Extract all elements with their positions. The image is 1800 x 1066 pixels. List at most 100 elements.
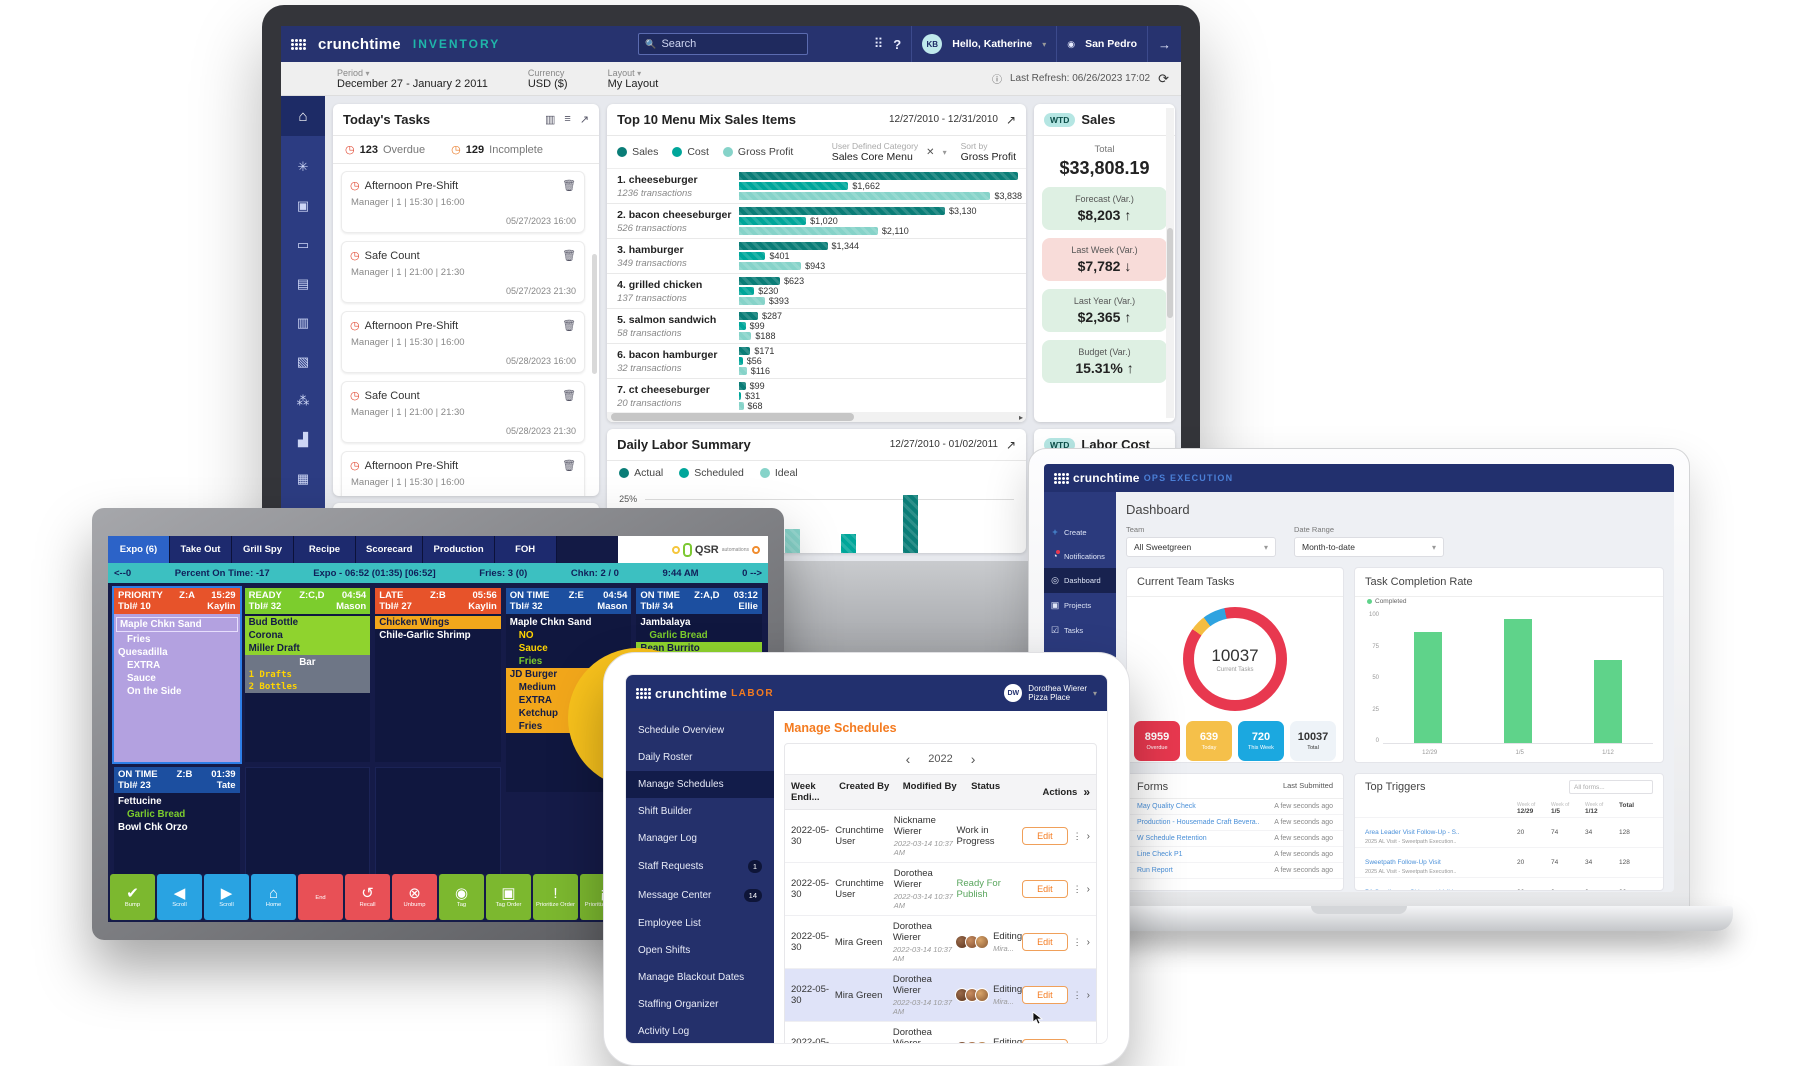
form-row[interactable]: May Quality Check A few seconds ago bbox=[1127, 799, 1343, 815]
trigger-link[interactable]: P1 Smallwares Shipment Valid.. bbox=[1365, 889, 1457, 891]
more-menu-icon[interactable]: ⋮ bbox=[1072, 936, 1082, 947]
expand-icon[interactable]: ↗ bbox=[1005, 112, 1017, 127]
sales-scrollbar[interactable] bbox=[1165, 108, 1174, 418]
ops-sidebar-projects[interactable]: ▣ Projects bbox=[1050, 600, 1092, 610]
logout-icon[interactable]: → bbox=[1158, 36, 1171, 52]
scroll-right-button[interactable]: ▶ Scroll bbox=[204, 874, 249, 920]
form-link[interactable]: May Quality Check bbox=[1137, 803, 1196, 810]
edit-button[interactable]: Edit bbox=[1022, 880, 1068, 898]
prioritize-order-button[interactable]: ! Prioritize Order bbox=[533, 874, 578, 920]
trash-icon[interactable]: 🗑︎ bbox=[562, 180, 577, 192]
chevron-down-icon[interactable]: ▾ bbox=[942, 147, 947, 157]
ops-sidebar-dashboard[interactable]: ◎ Dashboard bbox=[1044, 568, 1116, 593]
form-row[interactable]: Run Report A few seconds ago bbox=[1127, 863, 1343, 879]
today-badge[interactable]: 639 Today bbox=[1186, 721, 1232, 761]
order-ticket[interactable]: PRIORITY Z:A 15:29 Tbl# 10 Kaylin Maple Chk… bbox=[112, 586, 242, 764]
trash-icon[interactable]: 🗑︎ bbox=[562, 320, 577, 332]
this-week-badge[interactable]: 720 This Week bbox=[1238, 721, 1284, 761]
expand-icon[interactable]: ↗ bbox=[1005, 437, 1017, 452]
task-card[interactable]: ◷ Safe Count Manager | 1 | 21:00 | 21:30 … bbox=[341, 241, 586, 303]
chart-toggle-icon[interactable]: ▥ bbox=[545, 114, 556, 126]
sidebar-reports-icon[interactable]: ▦ bbox=[296, 471, 310, 486]
edit-button[interactable]: Edit bbox=[1022, 827, 1068, 845]
sidebar-item-manage-blackout-dates[interactable]: Manage Blackout Dates bbox=[638, 972, 745, 983]
table-row[interactable]: 2022-05-30 Crunchtime User Dorothea Wier… bbox=[785, 863, 1096, 916]
expand-columns-icon[interactable]: » bbox=[1083, 785, 1090, 799]
scroll-left-indicator[interactable]: <--0 bbox=[114, 567, 132, 579]
edit-button[interactable]: Edit bbox=[1022, 986, 1068, 1004]
total-badge[interactable]: 10037 Total bbox=[1290, 721, 1336, 761]
more-menu-icon[interactable]: ⋮ bbox=[1072, 989, 1082, 1000]
order-ticket[interactable]: READY Z:C,D 04:54 Tbl# 32 Mason Bud Bottle … bbox=[244, 588, 371, 762]
sidebar-hub-icon[interactable]: ✳ bbox=[297, 159, 309, 174]
scroll-right-icon[interactable]: ▸ bbox=[1019, 412, 1024, 422]
sidebar-item-employee-list[interactable]: Employee List bbox=[638, 918, 701, 929]
currency-filter[interactable]: Currency USD ($) bbox=[527, 67, 568, 90]
chevron-right-icon[interactable]: › bbox=[1087, 1043, 1090, 1044]
sidebar-storage-icon[interactable]: ▤ bbox=[296, 276, 310, 291]
sidebar-item-manage-schedules[interactable]: Manage Schedules bbox=[626, 771, 774, 798]
category-select[interactable]: User Defined Category Sales Core Menu bbox=[831, 141, 919, 163]
horizontal-scrollbar[interactable]: ▸ bbox=[607, 412, 1027, 422]
sort-select[interactable]: Sort by Gross Profit bbox=[960, 141, 1017, 163]
sidebar-item-open-shifts[interactable]: Open Shifts bbox=[638, 945, 691, 956]
chevron-right-icon[interactable]: › bbox=[1086, 883, 1090, 895]
table-row[interactable]: 2022-05-30 Mira Green Dorothea Wierer202… bbox=[785, 1022, 1096, 1043]
kds-tab-expo[interactable]: Expo (6) bbox=[108, 536, 170, 563]
end-button[interactable]: End bbox=[298, 874, 343, 920]
trigger-row[interactable]: Sweetpath Follow-Up Visit 2025 AL Visit -… bbox=[1355, 847, 1663, 877]
tag-button[interactable]: ◉ Tag bbox=[439, 874, 484, 920]
kds-tab-take-out[interactable]: Take Out bbox=[170, 536, 232, 563]
kds-tab-grill-spy[interactable]: Grill Spy bbox=[232, 536, 294, 563]
trash-icon[interactable]: 🗑︎ bbox=[562, 460, 577, 472]
sidebar-item-schedule-overview[interactable]: Schedule Overview bbox=[638, 725, 725, 736]
kds-tab-scorecard[interactable]: Scorecard bbox=[356, 536, 424, 563]
table-row[interactable]: 2022-05-30 Crunchtime User Nickname Wier… bbox=[785, 810, 1096, 863]
user-greeting[interactable]: Hello, Katherine bbox=[952, 38, 1033, 50]
trigger-link[interactable]: Area Leader Visit Follow-Up - S.. bbox=[1365, 828, 1460, 836]
ops-sidebar-notifications[interactable]: ◔ Notifications bbox=[1044, 544, 1116, 568]
prev-year-icon[interactable]: ‹ bbox=[905, 751, 911, 767]
more-menu-icon[interactable]: ⋮ bbox=[1072, 830, 1082, 841]
sidebar-item-staffing-organizer[interactable]: Staffing Organizer bbox=[638, 999, 719, 1010]
apps-grid-icon[interactable]: ⠿ bbox=[873, 36, 884, 51]
layout-filter[interactable]: Layout ▾ My Layout bbox=[607, 67, 659, 90]
form-link[interactable]: W Schedule Retention bbox=[1137, 835, 1207, 842]
scroll-right-indicator[interactable]: 0 --> bbox=[742, 567, 762, 579]
edit-button[interactable]: Edit bbox=[1022, 933, 1068, 951]
kds-tab-recipe[interactable]: Recipe bbox=[294, 536, 356, 563]
sidebar-item-staff-requests[interactable]: Staff Requests 1 bbox=[626, 852, 774, 881]
sidebar-item-shift-builder[interactable]: Shift Builder bbox=[638, 806, 692, 817]
sidebar-cash-icon[interactable]: ▥ bbox=[296, 315, 310, 330]
trash-icon[interactable]: 🗑︎ bbox=[562, 250, 577, 262]
task-card[interactable]: ◷ Safe Count Manager | 1 | 21:00 | 21:30 … bbox=[341, 381, 586, 443]
form-row[interactable]: Line Check P1 A few seconds ago bbox=[1127, 847, 1343, 863]
overdue-badge[interactable]: 8959 Overdue bbox=[1134, 721, 1180, 761]
chevron-right-icon[interactable]: › bbox=[1086, 989, 1090, 1001]
trigger-row[interactable]: P1 Smallwares Shipment Valid..P1 Launch … bbox=[1355, 877, 1663, 891]
more-menu-icon[interactable]: ⋮ bbox=[1072, 883, 1082, 894]
trash-icon[interactable]: 🗑︎ bbox=[562, 390, 577, 402]
task-card[interactable]: ◷ Afternoon Pre-Shift Manager | 1 | 15:30… bbox=[341, 311, 586, 373]
filter-icon[interactable]: ≡ bbox=[564, 113, 571, 125]
location-name[interactable]: San Pedro bbox=[1085, 38, 1137, 50]
expand-icon[interactable]: ↗ bbox=[579, 114, 590, 126]
form-link[interactable]: Run Report bbox=[1137, 867, 1173, 874]
sidebar-item-daily-roster[interactable]: Daily Roster bbox=[638, 752, 693, 763]
help-icon[interactable]: ? bbox=[893, 36, 902, 52]
period-filter[interactable]: Period ▾ December 27 - January 2 2011 bbox=[337, 67, 488, 90]
sidebar-item-manager-log[interactable]: Manager Log bbox=[638, 833, 697, 844]
sidebar-terminal-icon[interactable]: ▣ bbox=[296, 198, 310, 213]
ops-sidebar-tasks[interactable]: ☑ Tasks bbox=[1050, 625, 1084, 635]
form-row[interactable]: W Schedule Retention A few seconds ago bbox=[1127, 831, 1343, 847]
ops-sidebar-create[interactable]: + Create bbox=[1044, 520, 1116, 544]
sidebar-item-activity-log[interactable]: Activity Log bbox=[638, 1026, 690, 1037]
order-ticket[interactable]: LATE Z:B 05:56 Tbl# 27 Kaylin Chicken Wings… bbox=[375, 588, 501, 762]
sidebar-people-icon[interactable]: ⁂ bbox=[296, 393, 310, 408]
tasks-scrollbar[interactable] bbox=[592, 254, 598, 374]
bump-button[interactable]: ✔ Bump bbox=[110, 874, 155, 920]
more-menu-icon[interactable]: ⋮ bbox=[1073, 1043, 1082, 1044]
sidebar-food-icon[interactable]: ▧ bbox=[296, 354, 310, 369]
scroll-left-button[interactable]: ◀ Scroll bbox=[157, 874, 202, 920]
